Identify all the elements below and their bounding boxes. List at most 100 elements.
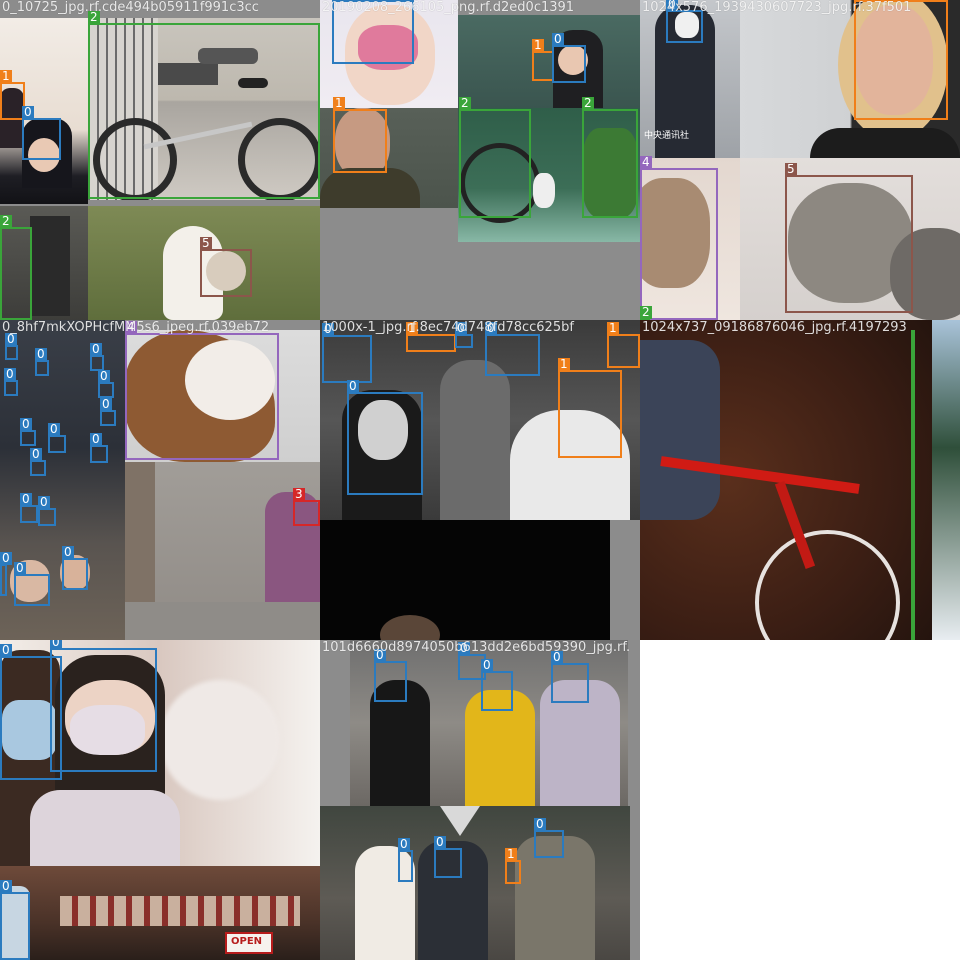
bbox-label: 0 [62,545,74,559]
bbox-label: 0 [374,648,386,662]
bbox-class-0: 0 [0,644,62,780]
bbox-class-0: 0 [666,0,703,43]
bbox-class-5: 5 [785,163,913,313]
mosaic-tile-3: 中央通讯社 1024x576_1939430607723_jpg.rf.37f5… [640,0,960,320]
bbox-class-0: 0 [398,838,413,882]
bbox-class-2: 2 [459,97,531,218]
photo-snow-trees [932,320,960,640]
photo-basset-dog [125,330,320,462]
photo-fluffy-cat-grass [88,206,320,320]
photo-tabby-kitten [740,158,960,320]
bbox-class-2 [911,330,915,640]
bbox-label: 0 [35,347,47,361]
bbox-class-0: 0 [4,368,18,396]
bbox-class-0: 0 [20,493,38,523]
photo-street-bicycle [88,18,320,200]
bbox-label: 4 [125,320,137,334]
photo-dark-frame [320,520,610,640]
bbox-label: 1 [406,321,418,335]
bbox-class-0: 0 [98,370,114,398]
photo-blonde-woman [740,0,960,158]
bbox-label: 0 [0,551,12,565]
bbox-label: 0 [0,879,12,893]
photo-office-women [0,18,88,204]
bbox-label: 0 [485,321,497,335]
bbox-class-0: 0 [322,323,372,383]
bbox-label: 0 [90,432,102,446]
mosaic-tile-empty [640,640,960,960]
tile-4-filename: 0_8hf7mkXOPHcfMM5s6_jpeg.rf.039eb72 [2,320,270,335]
photo-red-folding-bike [640,320,932,640]
tile-5-filename: 1000x-1_jpg.rf.8ec74d748fd78cc625bf [322,320,574,335]
bbox-label: 3 [293,487,305,501]
bbox-label: 0 [38,495,50,509]
bbox-class-0: 0 [22,106,61,160]
bbox-label: 1 [0,69,12,83]
bbox-label: 0 [98,369,110,383]
bbox-label: 1 [607,321,619,335]
bbox-label: 0 [458,641,470,655]
photo-street-group [320,806,630,960]
bbox-label: 0 [551,650,563,664]
bbox-class-0: 0 [5,333,18,360]
bbox-label: 0 [100,397,112,411]
bbox-class-1: 1 [558,358,622,458]
photo-man-portrait [320,108,458,208]
bbox-label: 2 [459,96,471,110]
bbox-label: 0 [20,492,32,506]
bbox-label: 1 [532,38,544,52]
photo-puppy [640,158,740,320]
bbox-class-0: 0 [374,649,407,702]
bbox-class-2: 2 [582,97,638,218]
bbox-class-0: 0 [434,836,462,878]
bbox-label: 0 [552,32,564,46]
tile-3-filename: 1024x576_1939430607723_jpg.rf.37f501 [642,0,912,15]
bbox-class-0: 0 [551,651,589,703]
bbox-label: 0 [481,658,493,672]
bbox-label: 0 [0,643,12,657]
bbox-label: 0 [4,367,16,381]
photo-girl-pink-mask [320,0,458,108]
bbox-class-0: 0 [0,880,30,960]
photo-bike-and-cat [458,108,640,242]
bbox-class-4: 4 [640,156,718,320]
mosaic-tile-2: 20190208_266105_png.rf.d2ed0c1391 0 1 0 … [320,0,640,320]
bbox-label: 2 [88,10,100,24]
bbox-label: 0 [20,417,32,431]
bbox-label: 1 [505,847,517,861]
bbox-class-2: 2 [0,215,32,320]
bbox-class-0: 0 [14,562,50,606]
bbox-label: 0 [398,837,410,851]
mosaic-tile-1: 0_10725_jpg.rf.cde494b05911f991c3cc 1 0 … [0,0,320,320]
bbox-label: 4 [640,155,652,169]
bbox-class-0: 0 [332,0,414,64]
bbox-class-0: 0 [455,322,473,348]
mosaic-tile-6: 1024x737_09186876046_jpg.rf.4197293 [640,320,960,640]
bbox-class-1: 1 [333,97,387,173]
bbox-label: 0 [332,0,344,1]
bbox-class-4: 4 [125,321,279,460]
bbox-class-0: 0 [534,818,564,858]
bbox-class-0: 0 [485,322,540,376]
bbox-class-1: 1 [532,39,554,81]
mosaic-tile-8: 101d6660d8974050b613dd2e6bd59390_jpg.rf.… [320,640,640,960]
bbox-label: 5 [785,162,797,176]
photo-street-people [0,206,88,320]
bbox-class-3: 3 [293,488,320,526]
bbox-class-2: 2 [640,306,652,320]
bbox-label: 1 [333,96,345,110]
bbox-class-0: 0 [50,640,157,772]
bbox-label: 0 [434,835,446,849]
photo-masked-woman-station: 中央通讯社 [640,0,740,158]
bbox-label: 5 [200,236,212,250]
bbox-class-2: 2 [88,11,320,199]
bbox-class-0: 0 [48,423,66,453]
bbox-label: 0 [48,422,60,436]
bbox-label: 0 [14,561,26,575]
bbox-label: 0 [90,342,102,356]
bbox-label: 1 [558,357,570,371]
bbox-label: 0 [455,321,467,335]
photo-crowd-bw-masks [320,320,640,520]
bbox-class-0: 0 [38,496,56,526]
bbox-class-1: 1 [854,0,948,120]
